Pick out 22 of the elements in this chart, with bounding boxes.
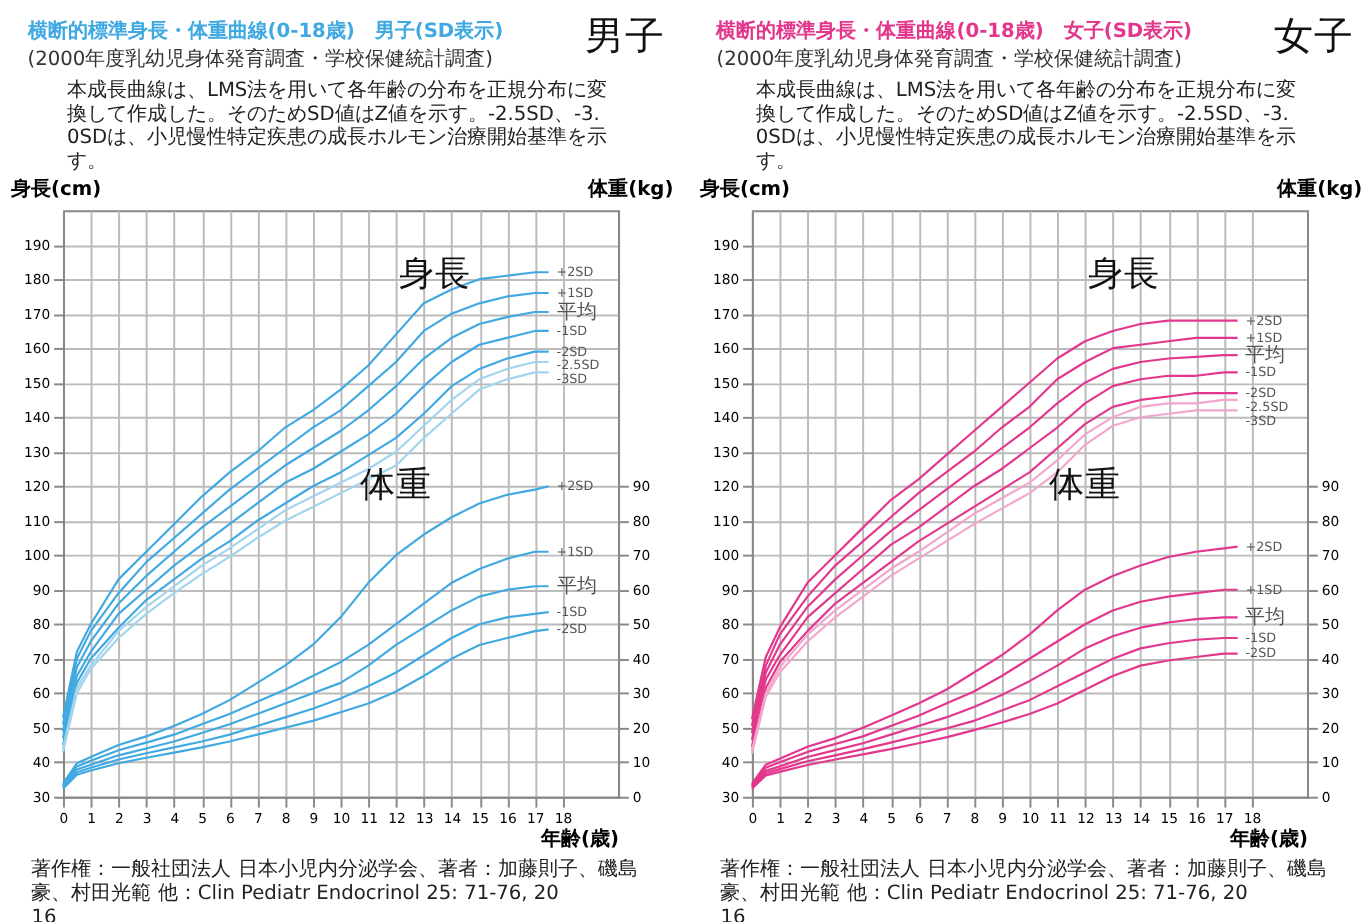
series-label: 平均 <box>1245 605 1286 630</box>
text: 女子 <box>1274 12 1355 59</box>
chart-subtitle: (2000年度乳幼児身体発育調査・学校保健統計調査) <box>716 46 1182 71</box>
chart-subtitle: (2000年度乳幼児身体発育調査・学校保健統計調査) <box>27 46 493 71</box>
text: 本成長曲線は、LMS法を用いて各年齢の分布を正規分布に変換して作成した。そのためSD値はZ値を示す。-2.5SD、-3.0SDは、小児慢性特定疾患の成長ホルモン治療開始基準を示す。 <box>66 78 608 173</box>
annotation: 身長 <box>1087 254 1160 295</box>
x-axis-title: 年齢(歳) <box>539 826 620 851</box>
x-axis-title: 年齢(歳) <box>1228 826 1308 851</box>
series-label: 平均 <box>556 574 597 599</box>
series-label: 平均 <box>1245 343 1286 367</box>
chart-title: 横断的標準身長・体重曲線(0-18歳) 女子(SD表示) <box>714 18 1193 43</box>
annotation: 身長 <box>398 254 471 295</box>
y2-axis-title: 体重(kg) <box>586 177 674 202</box>
series-label: 平均 <box>556 299 597 324</box>
text: 男子 <box>585 12 666 59</box>
chart-title: 横断的標準身長・体重曲線(0-18歳) 男子(SD表示) <box>25 18 504 43</box>
y2-axis-title: 体重(kg) <box>1275 177 1363 202</box>
annotation: 体重 <box>360 465 433 506</box>
annotation: 体重 <box>1048 465 1121 506</box>
text: 本成長曲線は、LMS法を用いて各年齢の分布を正規分布に変換して作成した。そのためSD値はZ値を示す。-2.5SD、-3.0SDは、小児慢性特定疾患の成長ホルモン治療開始基準を示す。 <box>755 78 1297 173</box>
y-axis-title: 身長(cm) <box>9 177 102 202</box>
y-axis-title: 身長(cm) <box>697 177 791 202</box>
